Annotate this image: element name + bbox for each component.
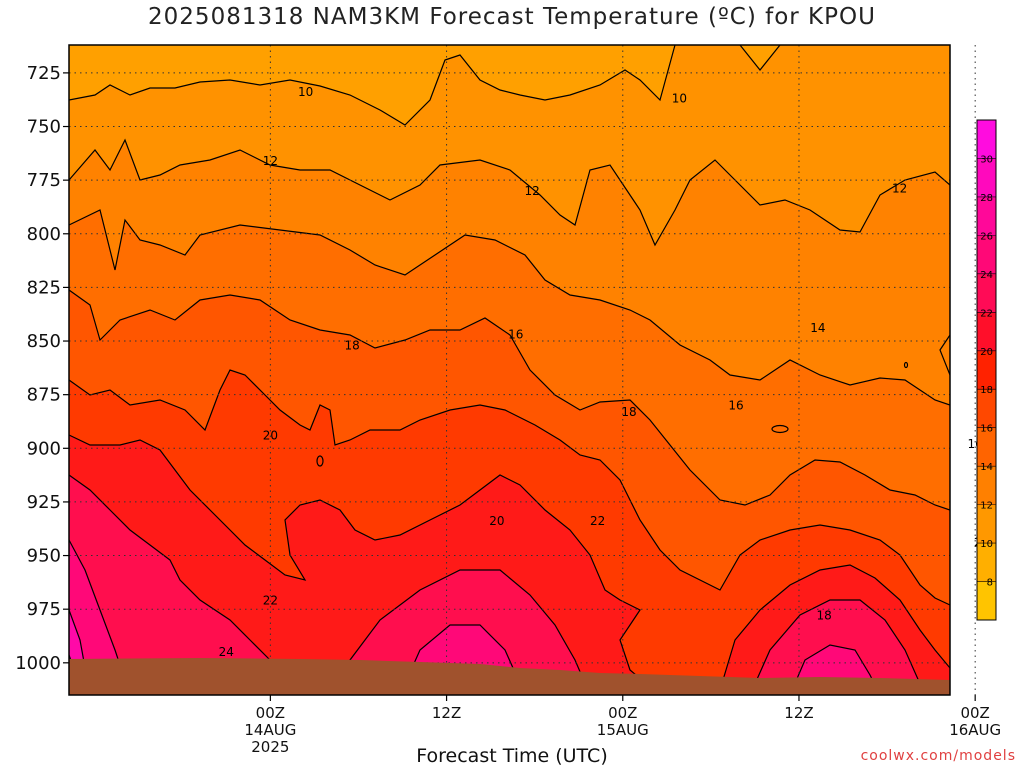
colorbar-swatch (977, 427, 996, 467)
colorbar-label: 22 (980, 308, 993, 319)
colorbar-swatch (977, 273, 996, 313)
y-tick-label: 825 (27, 277, 61, 298)
y-axis: 725 750 775 800 825 850 875 900 925 950 975 1000 (15, 63, 69, 674)
colorbar-swatch (977, 196, 996, 236)
gridlines (69, 45, 976, 695)
y-tick-label: 875 (27, 385, 61, 406)
contour-label: 12 (263, 154, 278, 168)
contour-label: 22 (263, 594, 278, 608)
x-tick-label: 2025 (251, 738, 289, 756)
y-tick-label: 900 (27, 438, 61, 459)
colorbar-label: 18 (980, 385, 993, 396)
y-tick-label: 975 (27, 599, 61, 620)
contour-label: 20 (263, 428, 278, 442)
chart-title: 2025081318 NAM3KM Forecast Temperature (… (148, 4, 876, 30)
colorbar-swatch (977, 466, 996, 506)
x-tick-label: 12Z (784, 704, 813, 722)
contour-label: 24 (219, 645, 234, 659)
contour-label: 18 (345, 338, 360, 352)
contour-label: 16 (508, 328, 523, 342)
x-axis-title: Forecast Time (UTC) (416, 745, 608, 767)
source-credit: coolwx.com/models (860, 748, 1016, 764)
contour-label: 12 (892, 182, 907, 196)
colorbar-label: 14 (980, 462, 993, 473)
plot-frame (68, 44, 951, 696)
contour-label: 14 (810, 321, 825, 335)
y-tick-label: 750 (27, 117, 61, 138)
y-tick-label: 850 (27, 331, 61, 352)
x-tick-label: 00Z (960, 704, 989, 722)
terrain (69, 658, 950, 695)
colorbar-swatch (977, 350, 996, 390)
x-tick-label: 12Z (432, 704, 461, 722)
colorbar-label: 12 (980, 501, 993, 512)
y-tick-label: 950 (27, 546, 61, 567)
colorbar-label: 16 (980, 424, 993, 435)
colorbar-label: 26 (980, 231, 993, 242)
y-tick-label: 775 (27, 170, 61, 191)
colorbar-label: 30 (980, 154, 993, 165)
x-tick-label: 00Z (256, 704, 285, 722)
y-tick-label: 925 (27, 492, 61, 513)
contour-label: 16 (728, 398, 743, 412)
colorbar-swatch (977, 389, 996, 429)
contour-lines (69, 45, 950, 695)
contour-label: 10 (672, 92, 687, 106)
y-tick-label: 725 (27, 63, 61, 84)
contour-label: 20 (489, 514, 504, 528)
contour-label: 18 (621, 405, 636, 419)
colorbar-frame (976, 119, 997, 621)
x-tick-label: 15AUG (597, 721, 649, 739)
colorbar: 8 10 12 14 16 18 20 22 24 26 28 30 (976, 119, 997, 621)
contour-label: 10 (298, 85, 313, 99)
colorbar-swatch (977, 158, 996, 198)
contour-label: 22 (590, 514, 605, 528)
colorbar-label: 8 (987, 578, 993, 589)
y-tick-label: 800 (27, 224, 61, 245)
x-tick-label: 14AUG (244, 721, 296, 739)
colorbar-label: 20 (980, 347, 993, 358)
colorbar-swatch (977, 543, 996, 583)
colorbar-label: 10 (980, 539, 993, 550)
x-tick-label: 16AUG (949, 721, 1001, 739)
colorbar-swatch (977, 504, 996, 544)
colorbar-swatch (977, 581, 996, 621)
y-tick-label: 1000 (15, 653, 61, 674)
colorbar-label: 28 (980, 193, 993, 204)
colorbar-swatch (977, 312, 996, 352)
x-tick-label: 00Z (608, 704, 637, 722)
temperature-field (69, 45, 950, 695)
colorbar-swatch (977, 120, 996, 159)
band-24-26 (69, 540, 130, 695)
contour-label: 12 (525, 184, 540, 198)
colorbar-swatch (977, 235, 996, 275)
contour-label: 18 (817, 609, 832, 623)
colorbar-label: 24 (980, 270, 993, 281)
